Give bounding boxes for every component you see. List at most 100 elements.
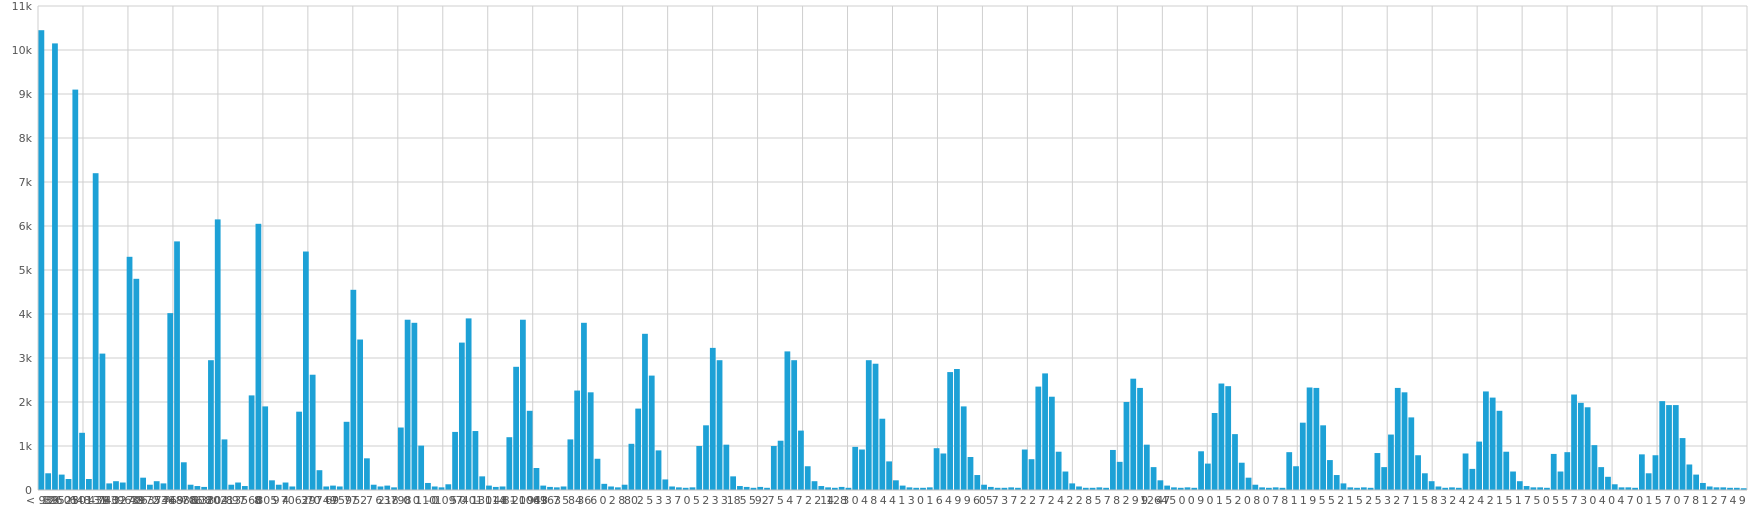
histogram-bar <box>974 475 981 490</box>
x-tick-label: 8 <box>870 494 877 507</box>
histogram-bar <box>1571 394 1577 490</box>
histogram-bar <box>547 486 553 490</box>
x-tick-label: 3 <box>712 494 719 507</box>
histogram-bar <box>628 443 635 490</box>
x-tick-label: 4 <box>1730 494 1737 507</box>
histogram-bar <box>201 486 208 490</box>
histogram-bar <box>1035 386 1042 490</box>
histogram-bar <box>384 485 391 490</box>
x-tick-label: 7 <box>366 494 373 507</box>
x-tick-label: 1 <box>1300 494 1307 507</box>
x-tick-label: 70 <box>307 494 321 507</box>
histogram-bar <box>1204 463 1211 490</box>
histogram-bar <box>1103 487 1109 490</box>
histogram-bar <box>1557 471 1564 490</box>
histogram-bar <box>343 421 350 490</box>
x-tick-label: 8 <box>226 494 233 507</box>
histogram-bar <box>852 446 859 490</box>
histogram-bar <box>479 476 486 490</box>
histogram-bar <box>709 347 716 490</box>
x-tick-label: 7 <box>1272 494 1279 507</box>
histogram-bar <box>1530 487 1537 490</box>
histogram-bar <box>1611 484 1618 490</box>
x-tick-label: 2 <box>637 494 644 507</box>
histogram-bar <box>865 360 872 490</box>
histogram-bar <box>1618 487 1625 490</box>
histogram-bar <box>737 486 743 490</box>
x-tick-label: 218 <box>378 494 399 507</box>
histogram-bar <box>1327 460 1333 490</box>
x-tick-label: 8 <box>1281 494 1288 507</box>
x-tick-label: 1 <box>1412 494 1419 507</box>
x-tick-label: 7 <box>674 494 681 507</box>
histogram-bar <box>764 487 770 490</box>
x-tick-label: 2 <box>1123 494 1130 507</box>
histogram-bar <box>967 457 974 490</box>
x-tick-label: 3 <box>1384 494 1391 507</box>
histogram-bar <box>438 487 445 490</box>
histogram-bar <box>1483 391 1489 490</box>
x-tick-label: 2 <box>1020 494 1027 507</box>
x-tick-label: 943 <box>527 494 548 507</box>
x-tick-label: 5 <box>1561 494 1568 507</box>
x-tick-label: 48 <box>129 494 143 507</box>
histogram-bar <box>140 477 146 490</box>
histogram-bar <box>45 473 52 490</box>
histogram-bar <box>1476 441 1482 490</box>
x-tick-label: 7 <box>1720 494 1727 507</box>
x-tick-label: 7 <box>553 494 560 507</box>
x-tick-label: 2 <box>702 494 709 507</box>
x-tick-label: 3 <box>842 494 849 507</box>
histogram-bar <box>1598 467 1605 490</box>
histogram-bar <box>798 430 804 490</box>
histogram-bar <box>1069 483 1076 490</box>
x-tick-label: 3560 <box>234 494 262 507</box>
x-tick-label: 1 <box>1496 494 1503 507</box>
x-tick-label: 7 <box>1664 494 1671 507</box>
x-tick-label: 2 <box>1235 494 1242 507</box>
x-tick-label: 18 <box>727 494 741 507</box>
histogram-bar <box>221 439 228 490</box>
x-tick-label: 4 <box>786 494 793 507</box>
x-tick-label: 0 <box>1244 494 1251 507</box>
x-tick-label: 5 <box>1328 494 1335 507</box>
histogram-bar <box>1143 444 1150 490</box>
x-tick-label: 3 <box>1440 494 1447 507</box>
x-tick-label: 4 <box>861 494 868 507</box>
histogram-bar <box>594 458 601 490</box>
x-tick-label: 3972 <box>131 494 159 507</box>
x-tick-label: 0 <box>917 494 924 507</box>
histogram-bar <box>1544 487 1550 490</box>
x-tick-label: 9 <box>964 494 971 507</box>
histogram-bar <box>879 418 886 490</box>
histogram-bar <box>431 486 438 490</box>
y-tick-label: 7k <box>19 176 33 189</box>
histogram-bar <box>1652 455 1659 490</box>
grid-layer <box>37 5 1748 491</box>
histogram-bar <box>1137 387 1143 490</box>
histogram-bar <box>1110 449 1116 490</box>
x-tick-label: 130 <box>471 494 492 507</box>
x-tick-label: 126 <box>42 494 63 507</box>
histogram-bar <box>391 487 397 490</box>
histogram-bar <box>1733 487 1740 490</box>
histogram-bar <box>1503 451 1510 490</box>
histogram-bar <box>553 487 560 490</box>
histogram-bar <box>113 481 119 490</box>
x-tick-label: 9 <box>954 494 961 507</box>
x-tick-label: 3270 <box>113 494 141 507</box>
histogram-bar <box>540 485 547 490</box>
histogram-bar <box>1428 481 1435 490</box>
x-tick-label: 8 <box>1085 494 1092 507</box>
x-tick-label: 2 <box>1468 494 1475 507</box>
x-tick-label: 439 <box>88 494 109 507</box>
histogram-bar <box>411 322 418 490</box>
x-tick-label: 4 <box>282 494 289 507</box>
y-tick-label: 4k <box>19 308 33 321</box>
histogram-bar <box>472 431 479 490</box>
histogram-bar <box>330 485 336 490</box>
histogram-bar <box>960 406 967 490</box>
histogram-bar <box>784 351 791 490</box>
